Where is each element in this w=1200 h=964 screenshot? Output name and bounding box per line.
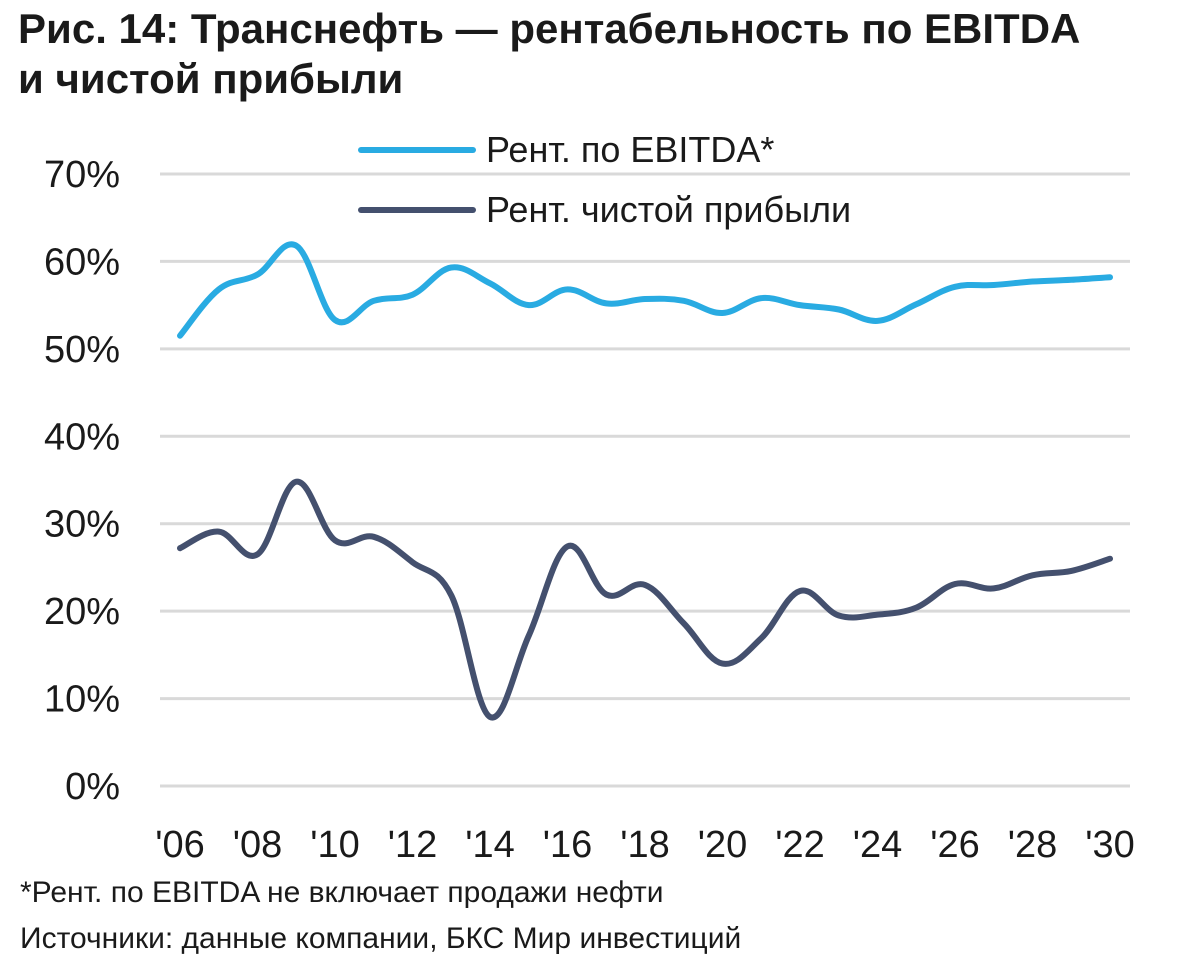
legend-label-net-profit: Рент. чистой прибыли (486, 189, 852, 230)
x-tick-label: '20 (698, 824, 748, 866)
y-tick-label: 30% (44, 504, 120, 546)
y-tick-label: 50% (44, 329, 120, 371)
series-line-net-profit (177, 478, 1113, 721)
x-tick-label: '24 (853, 824, 903, 866)
x-tick-label: '06 (155, 824, 205, 866)
x-tick-label: '12 (388, 824, 438, 866)
legend-item-net-profit: Рент. чистой прибыли (358, 180, 851, 240)
legend-swatch-net-profit (358, 207, 476, 213)
footnote: *Рент. по EBITDA не включает продажи неф… (20, 876, 664, 909)
x-tick-label: '26 (930, 824, 980, 866)
chart-notes: *Рент. по EBITDA не включает продажи неф… (20, 870, 741, 962)
chart-title: Рис. 14: Транснефть — рентабельность по … (18, 4, 1188, 105)
y-tick-label: 20% (44, 591, 120, 633)
y-tick-label: 40% (44, 416, 120, 458)
chart-legend: Рент. по EBITDA* Рент. чистой прибыли (358, 120, 851, 240)
x-tick-label: '08 (233, 824, 283, 866)
y-tick-label: 10% (44, 679, 120, 721)
x-tick-label: '28 (1008, 824, 1058, 866)
x-tick-label: '14 (465, 824, 515, 866)
y-tick-label: 70% (44, 154, 120, 196)
y-tick-label: 0% (65, 766, 120, 808)
chart-title-line-1: Рис. 14: Транснефть — рентабельность по … (18, 5, 1081, 52)
y-tick-label: 60% (44, 241, 120, 283)
legend-label-ebitda: Рент. по EBITDA* (486, 129, 775, 170)
x-tick-label: '16 (543, 824, 593, 866)
x-tick-label: '22 (775, 824, 825, 866)
legend-item-ebitda: Рент. по EBITDA* (358, 120, 851, 180)
x-tick-label: '18 (620, 824, 670, 866)
legend-swatch-ebitda (358, 147, 476, 153)
x-tick-label: '30 (1085, 824, 1135, 866)
source-note: Источники: данные компании, БКС Мир инве… (20, 922, 742, 955)
series-line-ebitda (177, 241, 1113, 339)
chart-title-line-2: и чистой прибыли (18, 55, 404, 103)
x-tick-label: '10 (310, 824, 360, 866)
